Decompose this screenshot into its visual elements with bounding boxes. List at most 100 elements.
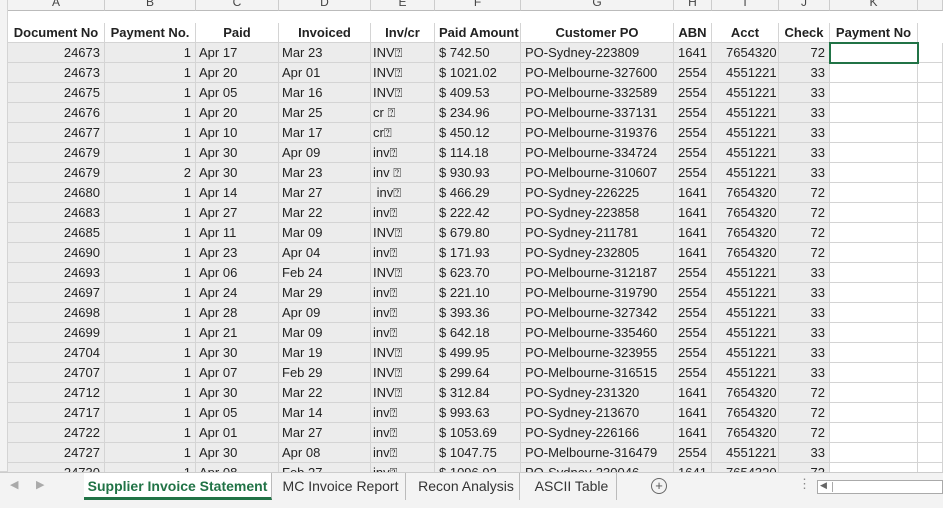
cell[interactable]: PO-Melbourne-334724 (521, 143, 674, 163)
cell[interactable]: cr⍰ (371, 123, 435, 143)
cell[interactable]: Apr 10 (196, 123, 279, 143)
cell[interactable]: 4551221 (712, 443, 779, 463)
cell[interactable] (918, 143, 943, 163)
cell[interactable]: PO-Melbourne-337131 (521, 103, 674, 123)
column-letter[interactable]: F (435, 0, 521, 11)
cell[interactable]: Mar 14 (279, 403, 371, 423)
cell[interactable]: 33 (779, 143, 830, 163)
cell[interactable]: 72 (779, 383, 830, 403)
column-header-cell[interactable]: Invoiced (279, 23, 371, 43)
cell[interactable]: 1 (105, 423, 196, 443)
cell[interactable]: 24676 (8, 103, 105, 123)
cell[interactable] (918, 103, 943, 123)
cell[interactable] (830, 163, 918, 183)
cell[interactable]: 72 (779, 183, 830, 203)
cell[interactable]: Apr 01 (196, 423, 279, 443)
cell[interactable] (918, 423, 943, 443)
cell[interactable]: Apr 30 (196, 443, 279, 463)
column-header-cell[interactable]: Acct (712, 23, 779, 43)
cell[interactable]: 33 (779, 323, 830, 343)
cell[interactable]: PO-Melbourne-332589 (521, 83, 674, 103)
cell[interactable] (830, 103, 918, 123)
cell[interactable]: Mar 27 (279, 183, 371, 203)
cell[interactable] (918, 223, 943, 243)
cell[interactable]: Apr 27 (196, 203, 279, 223)
cell[interactable]: inv⍰ (371, 443, 435, 463)
cell[interactable]: inv⍰ (371, 183, 435, 203)
cell[interactable]: 24730 (8, 463, 105, 472)
cell[interactable]: 24704 (8, 343, 105, 363)
cell[interactable]: 2554 (674, 163, 712, 183)
cell[interactable]: 1 (105, 63, 196, 83)
cell[interactable]: 24685 (8, 223, 105, 243)
cell[interactable]: 24675 (8, 83, 105, 103)
cell[interactable]: Apr 11 (196, 223, 279, 243)
cell[interactable]: $ 114.18 (435, 143, 521, 163)
cell[interactable]: 1 (105, 463, 196, 472)
column-header-cell[interactable]: Payment No. (105, 23, 196, 43)
cell[interactable]: inv⍰ (371, 283, 435, 303)
cell[interactable] (830, 83, 918, 103)
cell[interactable]: 1 (105, 103, 196, 123)
selected-cell[interactable] (829, 42, 919, 64)
cell[interactable]: 2554 (674, 63, 712, 83)
cell[interactable]: $ 642.18 (435, 323, 521, 343)
cell[interactable]: Apr 06 (196, 263, 279, 283)
cell[interactable]: INV⍰ (371, 263, 435, 283)
cell[interactable]: 4551221 (712, 83, 779, 103)
cell[interactable]: 1 (105, 263, 196, 283)
cell[interactable]: Mar 23 (279, 43, 371, 63)
cell[interactable] (918, 63, 943, 83)
cell[interactable]: $ 1096.92 (435, 463, 521, 472)
cell[interactable]: 72 (779, 463, 830, 472)
cell[interactable]: 24707 (8, 363, 105, 383)
cell[interactable]: 1 (105, 123, 196, 143)
cell[interactable]: 1 (105, 203, 196, 223)
cell[interactable]: PO-Sydney-226166 (521, 423, 674, 443)
cell[interactable]: 33 (779, 443, 830, 463)
cell[interactable]: $ 466.29 (435, 183, 521, 203)
cell[interactable]: 2554 (674, 303, 712, 323)
cell[interactable]: 33 (779, 343, 830, 363)
cell[interactable] (830, 363, 918, 383)
cell[interactable]: Apr 09 (279, 303, 371, 323)
cell[interactable]: Apr 17 (196, 43, 279, 63)
cell[interactable]: INV⍰ (371, 83, 435, 103)
cell[interactable]: 1 (105, 323, 196, 343)
cell[interactable]: PO-Melbourne-327600 (521, 63, 674, 83)
cell[interactable]: Apr 08 (279, 443, 371, 463)
cell[interactable]: 1641 (674, 403, 712, 423)
cell[interactable]: 4551221 (712, 283, 779, 303)
column-header-cell[interactable]: Check (779, 23, 830, 43)
cell[interactable]: 24722 (8, 423, 105, 443)
cell[interactable]: PO-Sydney-213670 (521, 403, 674, 423)
cell[interactable] (918, 283, 943, 303)
cell[interactable]: Apr 28 (196, 303, 279, 323)
cell[interactable]: $ 1053.69 (435, 423, 521, 443)
nav-right[interactable]: ▶ (36, 479, 45, 491)
cell[interactable]: Apr 30 (196, 343, 279, 363)
cell[interactable]: 33 (779, 303, 830, 323)
cell[interactable]: Apr 20 (196, 63, 279, 83)
cell[interactable] (830, 303, 918, 323)
cell[interactable]: $ 679.80 (435, 223, 521, 243)
cell[interactable]: 2554 (674, 83, 712, 103)
cell[interactable] (918, 343, 943, 363)
cell[interactable]: PO-Melbourne-316515 (521, 363, 674, 383)
cell[interactable]: PO-Sydney-223858 (521, 203, 674, 223)
cell[interactable]: Mar 22 (279, 203, 371, 223)
cell[interactable] (918, 383, 943, 403)
cell[interactable]: $ 312.84 (435, 383, 521, 403)
cell[interactable]: 7654320 (712, 403, 779, 423)
cell[interactable]: PO-Sydney-231320 (521, 383, 674, 403)
cell[interactable]: 33 (779, 123, 830, 143)
cell[interactable]: inv⍰ (371, 303, 435, 323)
cell[interactable]: 1 (105, 223, 196, 243)
sheet-tab[interactable]: Supplier Invoice Statement (84, 473, 272, 500)
cell[interactable] (830, 383, 918, 403)
cell[interactable] (918, 323, 943, 343)
nav-left[interactable]: ◀ (10, 479, 19, 491)
cell[interactable]: 33 (779, 83, 830, 103)
cell[interactable]: Mar 29 (279, 283, 371, 303)
cell[interactable]: 2554 (674, 283, 712, 303)
